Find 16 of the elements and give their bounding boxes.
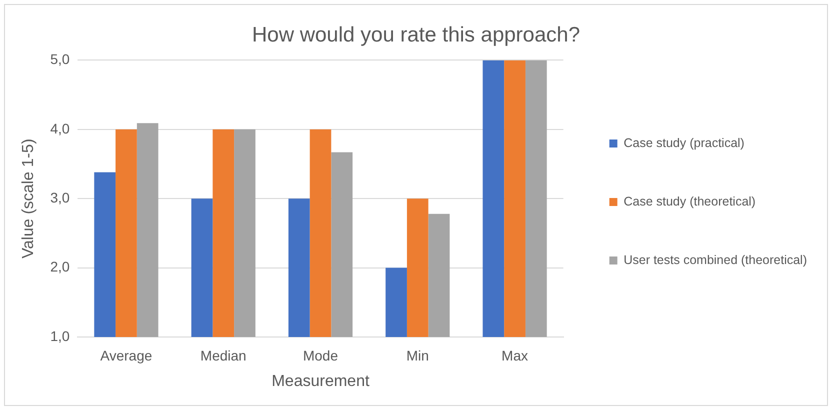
chart-title: How would you rate this approach? [252,23,580,46]
legend-label: Case study (theoretical) [624,194,756,208]
legend-label: Case study (practical) [624,136,744,150]
legend-label: User tests combined (theoretical) [624,252,807,267]
y-tick-label: 3,0 [50,189,70,206]
x-tick-label: Min [406,347,429,364]
x-tick-label: Mode [302,347,338,364]
y-tick-label: 5,0 [50,51,70,68]
x-tick-label: Average [100,347,152,364]
x-tick-label: Median [200,347,246,364]
y-tick-label: 4,0 [50,120,70,136]
x-axis-title: Measurement [272,372,370,390]
y-tick-label: 2,0 [50,258,70,275]
y-tick-label: 1,0 [50,328,70,344]
y-axis-title: Value (scale 1-5) [20,138,38,258]
x-tick-label: Max [502,347,528,364]
